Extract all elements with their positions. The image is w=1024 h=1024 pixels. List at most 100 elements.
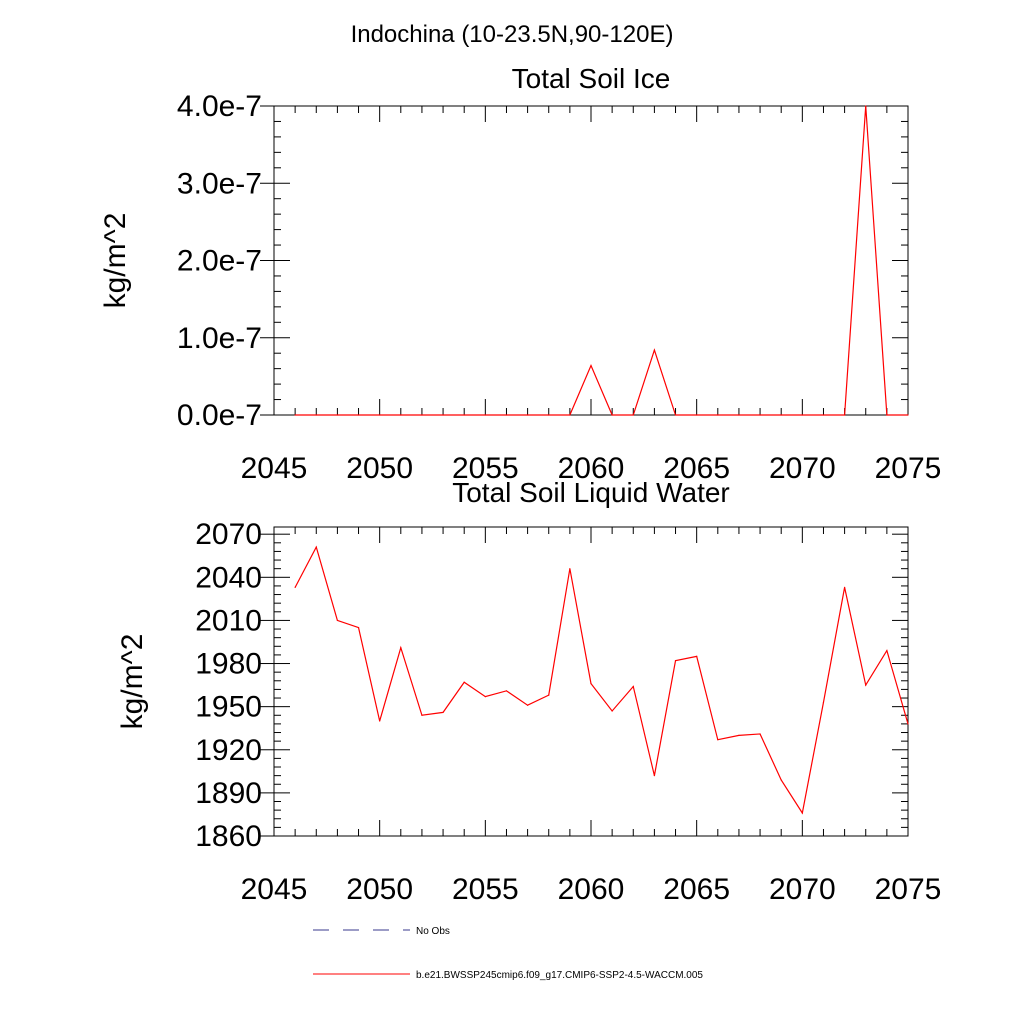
y-tick-label: 1920 — [195, 734, 262, 767]
data-point — [653, 775, 656, 777]
data-point — [632, 685, 634, 688]
legend-label-model: b.e21.BWSSP245cmip6.f09_g17.CMIP6-SSP2-4… — [416, 970, 703, 981]
y-tick-label: 1950 — [195, 691, 262, 724]
x-tick-label: 2050 — [346, 452, 413, 485]
data-point — [463, 681, 465, 683]
y-axis-label: kg/m^2 — [99, 213, 132, 309]
data-point — [336, 619, 338, 622]
x-tick-label: 2045 — [241, 873, 308, 906]
legend: No Obs b.e21.BWSSP245cmip6.f09_g17.CMIP6-… — [313, 926, 703, 981]
data-point — [442, 711, 444, 714]
data-point — [611, 710, 613, 712]
x-tick-label: 2060 — [558, 452, 625, 485]
y-tick-label: 0.0e-7 — [177, 399, 262, 432]
data-point — [653, 349, 656, 351]
data-point — [294, 586, 296, 588]
data-point — [379, 414, 381, 416]
data-point — [717, 414, 719, 416]
data-point — [907, 414, 909, 416]
data-point — [442, 414, 444, 416]
data-point — [865, 684, 867, 686]
data-point — [336, 414, 338, 416]
y-tick-label: 1.0e-7 — [177, 322, 262, 355]
data-point — [400, 647, 402, 649]
chart-title: Total Soil Ice — [512, 63, 671, 94]
series-line — [295, 105, 908, 416]
data-point — [632, 414, 634, 416]
data-point — [759, 733, 761, 735]
x-tick-label: 2060 — [558, 873, 625, 906]
x-tick-label: 2070 — [769, 452, 836, 485]
x-tick-label: 2075 — [875, 452, 942, 485]
y-tick-label: 2070 — [195, 518, 262, 551]
series-line — [294, 545, 909, 815]
y-tick-label: 2.0e-7 — [177, 245, 262, 278]
y-tick-label: 1860 — [195, 820, 262, 853]
data-point — [674, 414, 677, 416]
data-point — [294, 414, 296, 416]
data-point — [590, 683, 592, 685]
x-tick-label: 2065 — [663, 873, 730, 906]
x-tick-label: 2055 — [452, 873, 519, 906]
data-point — [569, 414, 571, 416]
chart-title: Total Soil Liquid Water — [452, 477, 730, 508]
data-point — [696, 414, 698, 416]
data-point — [822, 414, 825, 416]
data-point — [886, 414, 888, 416]
data-point — [505, 414, 508, 416]
data-point — [886, 650, 888, 652]
data-point — [548, 414, 550, 416]
y-tick-label: 3.0e-7 — [177, 167, 262, 200]
data-point — [400, 414, 402, 416]
legend-label-no-obs: No Obs — [416, 926, 450, 937]
data-point — [421, 414, 423, 416]
data-point — [548, 694, 550, 696]
data-point — [822, 701, 825, 703]
data-point — [844, 414, 846, 416]
data-point — [315, 546, 317, 548]
x-tick-label: 2070 — [769, 873, 836, 906]
y-axis-label: kg/m^2 — [116, 634, 149, 730]
data-point — [844, 586, 846, 588]
data-point — [717, 739, 719, 741]
data-point — [315, 414, 317, 416]
data-point — [505, 690, 508, 692]
data-point — [738, 734, 740, 736]
data-point — [759, 414, 761, 416]
data-point — [780, 779, 782, 781]
data-point — [674, 660, 677, 662]
panel-total-soil-liquid-water: Total Soil Liquid Water kg/m^2 2045 2050 205… — [116, 477, 941, 906]
data-point — [865, 105, 867, 107]
data-point — [590, 364, 592, 367]
y-tick-label: 4.0e-7 — [177, 90, 262, 123]
data-point — [357, 627, 360, 629]
data-point — [738, 414, 740, 416]
data-point — [484, 695, 486, 698]
y-tick-label: 2010 — [195, 604, 262, 637]
data-point — [569, 568, 571, 570]
data-point — [527, 704, 529, 706]
data-point — [801, 812, 803, 814]
x-tick-label: 2055 — [452, 452, 519, 485]
data-point — [696, 655, 698, 657]
x-tick-label: 2050 — [346, 873, 413, 906]
data-point — [907, 723, 909, 725]
page-title: Indochina (10-23.5N,90-120E) — [351, 21, 674, 48]
panel-total-soil-ice: Total Soil Ice kg/m^2 2045 2050 2055 2060 2065… — [99, 63, 941, 485]
data-point — [463, 414, 465, 416]
data-point — [527, 414, 529, 416]
y-tick-label: 1980 — [195, 648, 262, 681]
data-point — [357, 414, 360, 416]
data-point — [379, 720, 381, 722]
data-point — [421, 714, 423, 716]
data-point — [801, 414, 803, 416]
x-tick-label: 2075 — [875, 873, 942, 906]
x-tick-label: 2045 — [241, 452, 308, 485]
plot-frame — [273, 105, 909, 416]
data-point — [611, 414, 613, 416]
x-tick-label: 2065 — [663, 452, 730, 485]
data-point — [780, 414, 782, 416]
data-point — [484, 414, 486, 416]
y-tick-label: 2040 — [195, 561, 262, 594]
